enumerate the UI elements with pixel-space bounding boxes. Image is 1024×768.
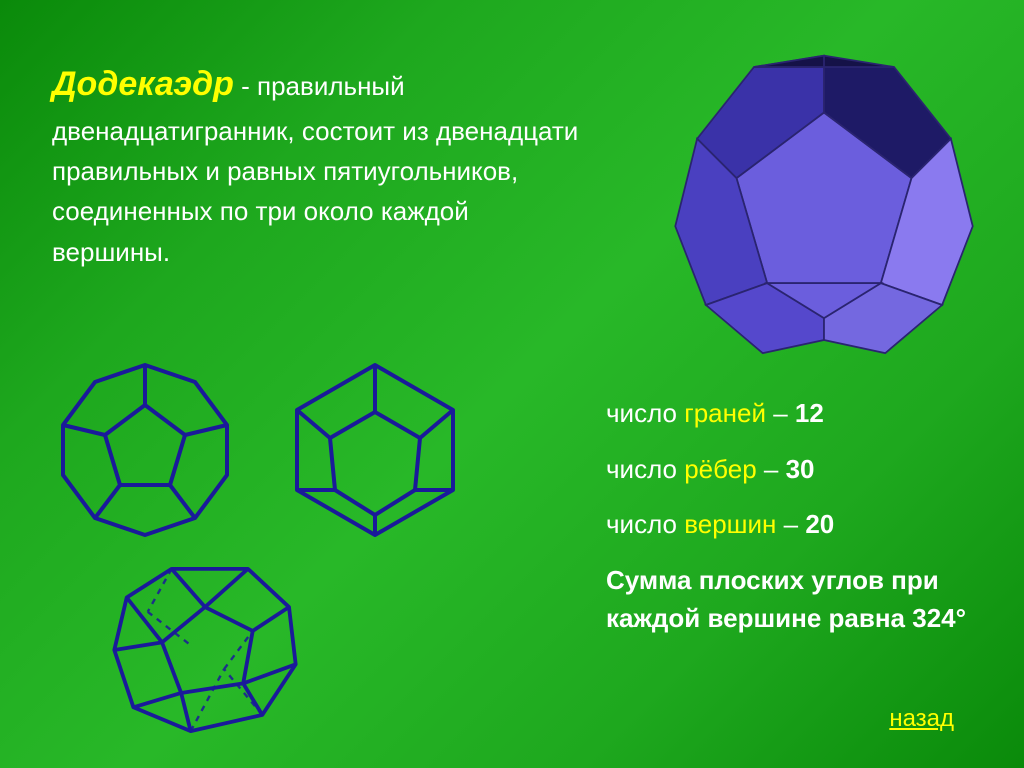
wireframe-top xyxy=(45,350,245,550)
edges-value: 30 xyxy=(786,454,815,484)
dodecahedron-3d xyxy=(644,25,1004,375)
slide: Додекаэдр - правильный двенадцатигранник… xyxy=(0,0,1024,768)
back-link[interactable]: назад xyxy=(889,705,954,733)
vertices-value: 20 xyxy=(805,509,834,539)
faces-label: число граней xyxy=(606,398,766,428)
title-term: Додекаэдр xyxy=(52,65,234,103)
vertices-row: число вершин – 20 xyxy=(606,506,986,544)
faces-value: 12 xyxy=(795,398,824,428)
wireframe-iso xyxy=(275,350,475,550)
definition-text: Додекаэдр - правильный двенадцатигранник… xyxy=(52,58,582,272)
wireframe-perspective xyxy=(100,550,310,750)
faces-row: число граней – 12 xyxy=(606,395,986,433)
angles-row: Сумма плоских углов при каждой вершине р… xyxy=(606,562,986,637)
edges-label: число рёбер xyxy=(606,454,757,484)
wireframes xyxy=(45,350,515,750)
properties-list: число граней – 12 число рёбер – 30 число… xyxy=(606,395,986,655)
vertices-label: число вершин xyxy=(606,509,776,539)
edges-row: число рёбер – 30 xyxy=(606,451,986,489)
